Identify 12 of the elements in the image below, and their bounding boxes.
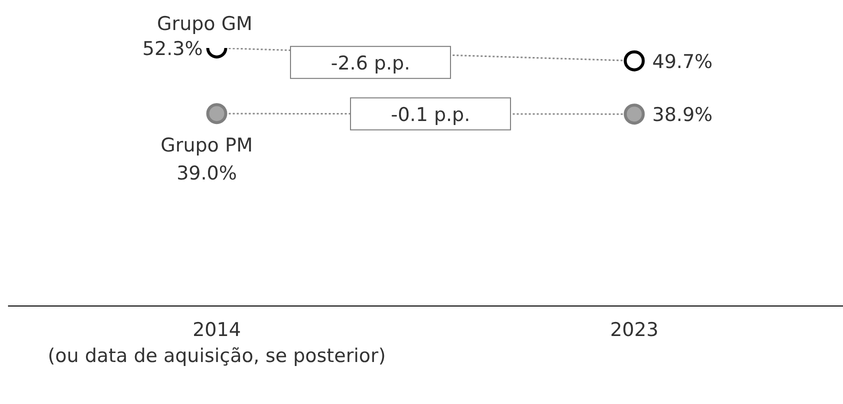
data-label: 49.7% <box>652 50 713 73</box>
series-label: Grupo GM <box>157 13 252 35</box>
data-label: 52.3% <box>142 38 203 60</box>
series-label: Grupo PM <box>160 134 253 157</box>
label-box: -0.1 p.p. <box>350 97 511 130</box>
x-tick-label: 2023 <box>610 319 658 341</box>
x-tick-label: 2014 (ou data de aquisição, se posterior) <box>48 319 386 367</box>
data-label: 39.0% <box>176 162 237 185</box>
label-box: -2.6 p.p. <box>290 46 451 79</box>
data-label: 38.9% <box>652 104 713 126</box>
annotation: -2.6 p.p. <box>330 52 410 74</box>
annotation: -0.1 p.p. <box>390 104 470 126</box>
